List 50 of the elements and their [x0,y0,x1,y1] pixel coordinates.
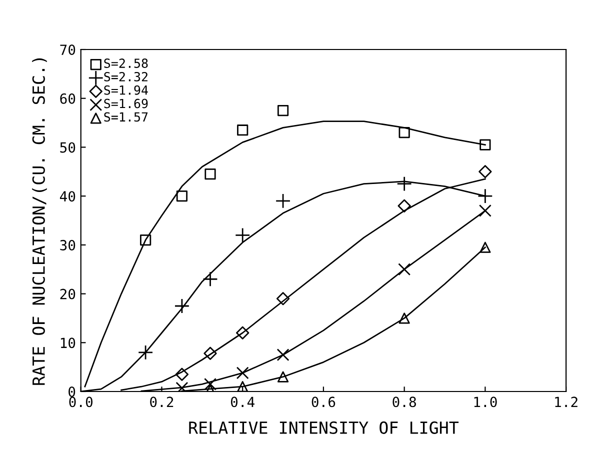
y-tick-label: 20 [60,288,76,300]
x-axis-title: RELATIVE INTENSITY OF LIGHT [189,421,459,434]
point [275,193,291,209]
point [176,190,188,202]
legend-label: S=1.94 [104,85,148,95]
legend-label: S=2.32 [104,72,148,82]
point [237,124,248,136]
point [480,242,491,253]
point [396,176,412,192]
x-tick-label: 0.6 [312,396,336,408]
legend-label: S=1.69 [104,98,148,108]
x-tick-label: 1.2 [555,396,578,407]
x-tick-label: 0.0 [69,396,93,408]
point [202,271,218,287]
point [175,368,189,381]
x-tick-label: 0.4 [230,396,254,408]
x-tick-label: 1.0 [474,396,497,408]
point [398,263,411,276]
point [478,188,493,204]
point [204,346,217,360]
legend-label: S=2.58 [104,58,148,68]
x-tick-label: 0.2 [150,396,174,408]
y-tick-label: 70 [60,44,76,56]
point [478,204,492,217]
point [276,348,290,362]
y-tick-label: 40 [60,191,76,202]
point [277,371,289,382]
point [398,127,410,138]
point [234,228,250,243]
point [236,366,249,380]
y-tick-label: 10 [60,338,76,348]
point [480,139,491,150]
y-axis-title: RATE OF NUCLEATION/(CU. CM. SEC.) [32,58,47,385]
point [398,199,411,212]
point [174,298,190,314]
point [204,168,216,180]
point [204,378,216,390]
y-tick-label: 60 [60,93,76,104]
point [478,165,492,178]
y-tick-label: 50 [60,142,76,153]
point [140,234,152,246]
point [276,292,290,306]
point [138,344,154,360]
point [277,105,289,116]
point [398,312,410,324]
legend-label: S=1.57 [104,112,148,122]
y-tick-label: 0 [68,386,76,398]
point [236,326,250,340]
x-tick-label: 0.8 [392,396,416,408]
y-tick-label: 30 [60,240,76,250]
